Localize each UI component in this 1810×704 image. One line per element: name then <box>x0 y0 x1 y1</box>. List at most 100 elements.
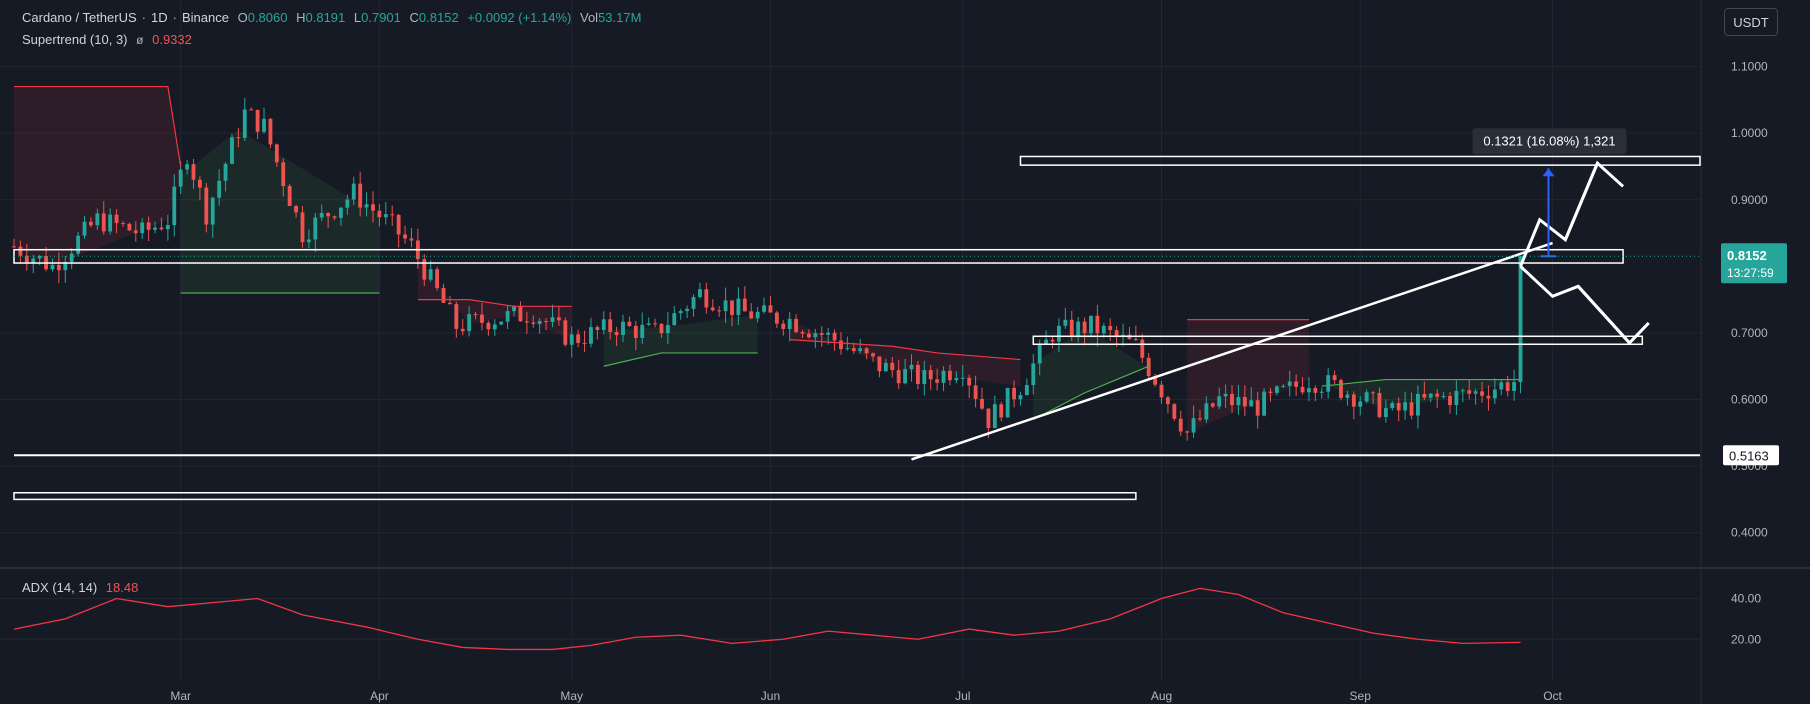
candle-body <box>377 210 382 218</box>
price-axis[interactable]: 1.10001.00000.90000.70000.60000.50000.40… <box>14 60 1787 540</box>
candle-body <box>768 305 773 313</box>
candle-body <box>563 320 568 345</box>
open-value: 0.8060 <box>247 10 288 25</box>
candle-body <box>1390 403 1395 409</box>
candle-body <box>1159 384 1164 398</box>
indicator-header[interactable]: Supertrend (10, 3) ø 0.9332 <box>22 32 197 47</box>
candle-body <box>371 204 375 211</box>
price-tick-label: 1.0000 <box>1731 126 1768 140</box>
supertrend-up-fill <box>1321 379 1521 410</box>
indicator-name[interactable]: Supertrend (10, 3) <box>22 32 128 47</box>
candle-body <box>518 306 523 322</box>
candle-body <box>345 199 350 208</box>
supertrend-down-line <box>14 85 182 167</box>
candle-body <box>992 404 997 429</box>
adx-value: 18.48 <box>105 580 139 595</box>
candle-body <box>1172 404 1177 419</box>
candle-body <box>249 109 254 111</box>
candle-body <box>1294 381 1299 387</box>
candle-body <box>762 305 766 312</box>
candle-body <box>1422 393 1427 398</box>
time-tick-label: Mar <box>170 689 191 703</box>
candle-body <box>499 321 504 325</box>
candle-body <box>1178 418 1183 432</box>
candle-body <box>742 298 747 312</box>
supertrend-up-line <box>603 352 758 367</box>
candle-body <box>1486 395 1491 399</box>
candle-body <box>845 348 850 350</box>
candle-body <box>1165 397 1170 405</box>
candle-body <box>191 164 196 180</box>
measure-arrow <box>1542 168 1555 177</box>
candle-body <box>396 214 401 235</box>
candle-body <box>1037 343 1042 364</box>
adx-name[interactable]: ADX (14, 14) <box>22 580 98 595</box>
candle-body <box>82 221 87 236</box>
candle-body <box>806 333 811 338</box>
candle-body <box>140 222 145 234</box>
candle-body <box>18 246 23 256</box>
last-price-value: 0.8152 <box>1727 248 1767 263</box>
candle-body <box>980 398 984 409</box>
adx-line <box>13 587 1521 651</box>
candle-body <box>1518 256 1523 383</box>
candle-body <box>185 164 190 170</box>
high-value: 0.8191 <box>305 10 346 25</box>
price-tick-label: 1.1000 <box>1731 60 1768 74</box>
candle-body <box>1050 339 1055 342</box>
candle-body <box>544 321 549 323</box>
candle-body <box>1146 357 1151 377</box>
candle-body <box>383 214 388 218</box>
adx-tick-label: 40.00 <box>1731 592 1761 606</box>
candle-body <box>800 332 805 334</box>
candle-body <box>1339 380 1343 398</box>
candle-body <box>1512 382 1517 391</box>
price-tick-label: 0.6000 <box>1731 393 1768 407</box>
candle-body <box>1448 396 1452 406</box>
close-label: C <box>409 10 419 25</box>
candle-body <box>986 408 991 429</box>
candle-body <box>178 169 183 187</box>
candle-body <box>1076 321 1081 338</box>
candle-body <box>1249 400 1254 407</box>
candle-body <box>326 213 331 217</box>
candle-body <box>550 317 555 323</box>
candle-body <box>896 370 901 384</box>
candle-body <box>1069 319 1074 338</box>
adx-pane: 40.00 20.00 <box>0 587 1761 651</box>
candle-body <box>1326 375 1331 392</box>
eye-slash-icon[interactable]: ø <box>136 33 144 47</box>
candle-body <box>877 356 882 372</box>
candle-body <box>512 306 516 312</box>
candle-body <box>851 348 856 352</box>
last-price-tag <box>1721 243 1787 284</box>
candle-body <box>24 255 29 263</box>
candle-body <box>941 370 946 383</box>
candle-body <box>422 259 427 280</box>
currency-button[interactable]: USDT <box>1724 8 1778 36</box>
candle-body <box>428 269 433 280</box>
candle-body <box>486 322 491 330</box>
candle-body <box>1499 382 1504 390</box>
open-label: O <box>237 10 248 25</box>
time-tick-label: Aug <box>1151 689 1172 703</box>
supertrend-down-fill <box>14 86 181 267</box>
candle-body <box>871 353 875 357</box>
candle-body <box>1223 393 1228 397</box>
high-label: H <box>296 10 306 25</box>
drawings[interactable]: 0.1321 (16.08%) 1,321 <box>13 128 1701 501</box>
interval[interactable]: 1D <box>151 10 168 25</box>
time-axis[interactable]: Mar Apr May Jun Jul Aug Sep Oct <box>170 689 1562 703</box>
supertrend-up-line <box>1033 365 1149 421</box>
adx-header[interactable]: ADX (14, 14) 18.48 <box>22 580 143 595</box>
candle-body <box>255 109 260 132</box>
symbol-name[interactable]: Cardano / TetherUS <box>22 10 137 25</box>
candle-body <box>1262 391 1266 416</box>
candle-body <box>1345 394 1350 398</box>
candle-body <box>1287 381 1292 386</box>
time-tick-label: Oct <box>1543 689 1562 703</box>
time-tick-label: Apr <box>370 689 389 703</box>
candle-body <box>492 324 497 330</box>
candle-body <box>608 319 613 333</box>
